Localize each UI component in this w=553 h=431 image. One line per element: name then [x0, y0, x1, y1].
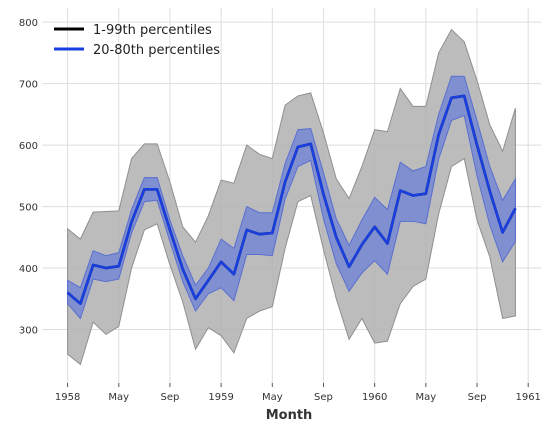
axes: 300 400 500 600 700 800 1958 May Sep 1959 May Sep 19… [19, 18, 541, 403]
x-axis-title: Month [266, 408, 313, 423]
legend: 1-99th percentiles 20-80th percentiles [54, 23, 220, 58]
x-tick-label: Sep [161, 392, 180, 403]
x-tick-label: May [262, 392, 283, 403]
y-tick-label: 600 [19, 141, 38, 152]
percentile-bands [67, 28, 516, 366]
y-tick-label: 300 [19, 326, 38, 337]
x-tick-label: 1961 [515, 392, 540, 403]
band-1-99 [67, 28, 516, 366]
x-tick-label: May [108, 392, 129, 403]
median-lines [66, 94, 517, 306]
y-tick-label: 800 [19, 18, 38, 29]
x-tick-label: Sep [468, 392, 487, 403]
legend-label-20-80: 20-80th percentiles [93, 43, 220, 58]
x-tick-label: 1958 [55, 392, 80, 403]
y-tick-label: 400 [19, 264, 38, 275]
x-tick-label: May [416, 392, 437, 403]
legend-label-1-99: 1-99th percentiles [93, 23, 212, 38]
x-tick-label: 1959 [208, 392, 233, 403]
x-tick-label: 1960 [362, 392, 387, 403]
y-tick-label: 500 [19, 203, 38, 214]
median-line-20-80 [66, 94, 517, 306]
x-tick-label: Sep [314, 392, 333, 403]
y-tick-label: 700 [19, 80, 38, 91]
